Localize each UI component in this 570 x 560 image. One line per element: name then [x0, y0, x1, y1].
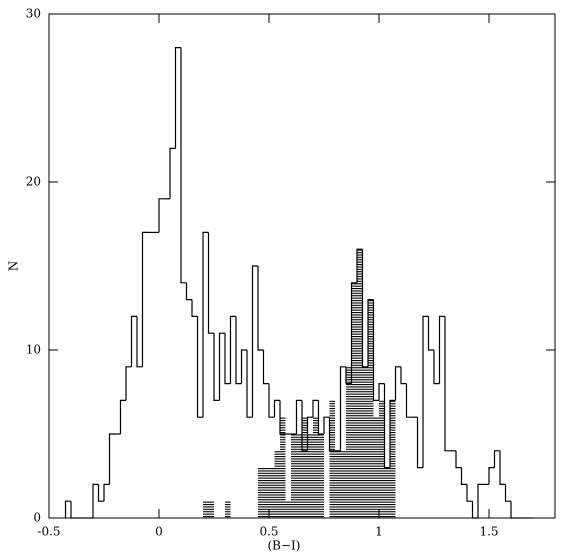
- histogram-step: [141, 231, 148, 367]
- histogram-step: [394, 366, 401, 401]
- histogram-step: [323, 416, 330, 434]
- y-axis-label: N: [7, 261, 21, 272]
- histogram-step: [125, 366, 132, 401]
- histogram-step: [273, 399, 280, 418]
- histogram-step: [158, 198, 165, 233]
- hatched-bar: [318, 434, 324, 518]
- histogram-step: [405, 383, 412, 418]
- histogram-step: [499, 450, 506, 485]
- histogram-step: [422, 315, 429, 468]
- histogram-step: [372, 299, 379, 401]
- histogram-step: [136, 316, 143, 368]
- histogram-step: [268, 383, 275, 418]
- hatched-bar: [225, 501, 231, 518]
- x-axis-label: (B−I): [268, 539, 301, 553]
- histogram-step: [213, 333, 220, 401]
- histogram-step: [361, 249, 368, 368]
- hatched-bar: [362, 366, 368, 518]
- hatched-bar: [351, 282, 357, 518]
- histogram-step: [433, 350, 440, 385]
- histogram-step: [130, 315, 137, 367]
- hatched-bar: [274, 450, 280, 518]
- histogram-step: [400, 366, 407, 385]
- histogram-step: [169, 147, 176, 199]
- histogram-step: [64, 500, 71, 518]
- histogram-step: [510, 501, 517, 519]
- hatched-bar: [313, 417, 319, 518]
- histogram-step: [174, 47, 181, 149]
- histogram-step: [455, 450, 462, 469]
- y-tick-label: 30: [26, 7, 41, 21]
- histogram-step: [229, 315, 236, 384]
- histogram-step: [317, 400, 324, 435]
- hatched-bar: [285, 501, 291, 518]
- hatched-bar: [269, 467, 275, 518]
- histogram-step: [202, 231, 209, 418]
- histogram-step: [444, 316, 451, 452]
- histogram-step: [218, 332, 225, 401]
- histogram-step: [295, 399, 302, 434]
- histogram-step: [235, 316, 242, 385]
- histogram-step: [92, 483, 99, 518]
- histogram-step: [339, 366, 346, 451]
- histogram-step: [191, 299, 198, 317]
- x-tick-label: -0.5: [37, 525, 60, 539]
- y-tick-label: 0: [33, 511, 41, 525]
- histogram-step: [416, 417, 423, 469]
- histogram-step: [196, 316, 203, 418]
- hatched-bar: [329, 400, 335, 518]
- histogram-step: [207, 232, 214, 334]
- histogram-step: [251, 265, 258, 418]
- y-tick-label: 20: [26, 175, 41, 189]
- hatched-bar: [340, 450, 346, 518]
- hatched-bar: [258, 467, 264, 518]
- hatched-bar: [291, 434, 297, 518]
- histogram-step: [466, 484, 473, 502]
- hatched-bar: [357, 249, 363, 518]
- x-tick-label: 1: [375, 525, 383, 539]
- histogram-step: [97, 484, 104, 502]
- histogram-step: [70, 501, 77, 519]
- histogram-step: [427, 316, 434, 351]
- hatched-bar: [302, 417, 308, 518]
- hatched-bar: [368, 299, 374, 518]
- hatched-bar: [373, 417, 379, 518]
- histogram-step: [471, 501, 478, 519]
- histogram-step: [312, 399, 319, 418]
- histogram-step: [493, 450, 500, 468]
- histogram-step: [488, 467, 495, 485]
- x-tick-label: 0: [155, 525, 163, 539]
- histogram-step: [383, 383, 390, 469]
- hatched-bar: [384, 467, 390, 518]
- y-tick-label: 10: [26, 343, 41, 357]
- histogram-step: [438, 315, 445, 384]
- histogram-step: [224, 333, 231, 385]
- hatched-bar: [335, 450, 341, 518]
- hatched-bar: [263, 467, 269, 518]
- hatched-bar: [296, 434, 302, 518]
- hatched-bar: [307, 434, 313, 518]
- histogram-step: [180, 47, 187, 284]
- histogram-step: [460, 467, 467, 485]
- histogram-step: [240, 349, 247, 384]
- hatched-bar: [390, 400, 396, 518]
- x-tick-label: 0.5: [259, 525, 278, 539]
- histogram-step: [378, 383, 385, 401]
- histogram-step: [262, 350, 269, 385]
- histogram-step: [477, 483, 484, 518]
- histogram-step: [185, 282, 192, 301]
- histogram-step: [246, 350, 253, 418]
- histogram-step: [103, 483, 110, 502]
- hatched-bar: [379, 400, 385, 518]
- histogram-step: [119, 399, 126, 434]
- hatched-bar: [203, 501, 209, 518]
- histogram-step: [504, 484, 511, 502]
- histogram-step: [108, 433, 115, 485]
- hatched-bar: [208, 501, 214, 518]
- histogram-step: [257, 266, 264, 351]
- hatched-bar: [280, 417, 286, 518]
- hatched-bar: [346, 366, 352, 518]
- x-tick-label: 1.5: [479, 525, 498, 539]
